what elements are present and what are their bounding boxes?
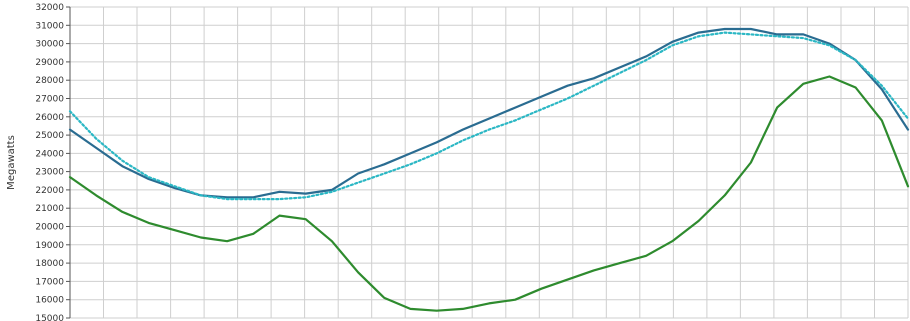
y-tick-label: 32000 bbox=[35, 3, 64, 13]
y-tick-label: 29000 bbox=[35, 58, 64, 68]
y-tick-label: 16000 bbox=[35, 296, 64, 306]
series-line-2 bbox=[68, 31, 910, 201]
y-tick-label: 22000 bbox=[35, 186, 64, 196]
y-tick-label: 20000 bbox=[35, 223, 64, 233]
grid bbox=[69, 6, 909, 319]
y-tick-label: 31000 bbox=[35, 21, 64, 31]
y-tick-label: 25000 bbox=[35, 131, 64, 141]
series-line-3 bbox=[68, 75, 910, 312]
y-tick-label: 18000 bbox=[35, 259, 64, 269]
y-tick-label: 27000 bbox=[35, 95, 64, 105]
y-tick-label: 21000 bbox=[35, 204, 64, 214]
y-tick-label: 30000 bbox=[35, 40, 64, 50]
y-tick-label: 15000 bbox=[35, 314, 64, 321]
y-tick-label: 28000 bbox=[35, 76, 64, 86]
y-tick-label: 24000 bbox=[35, 149, 64, 159]
y-axis-title: Megawatts bbox=[6, 135, 17, 190]
y-axis-ticks: 15000 16000 17000 18000 19000 20000 21000 22000… bbox=[35, 3, 71, 321]
y-tick-label: 23000 bbox=[35, 168, 64, 178]
y-tick-label: 19000 bbox=[35, 241, 64, 251]
y-tick-label: 17000 bbox=[35, 277, 64, 287]
y-tick-label: 26000 bbox=[35, 113, 64, 123]
series-lines bbox=[68, 27, 910, 312]
